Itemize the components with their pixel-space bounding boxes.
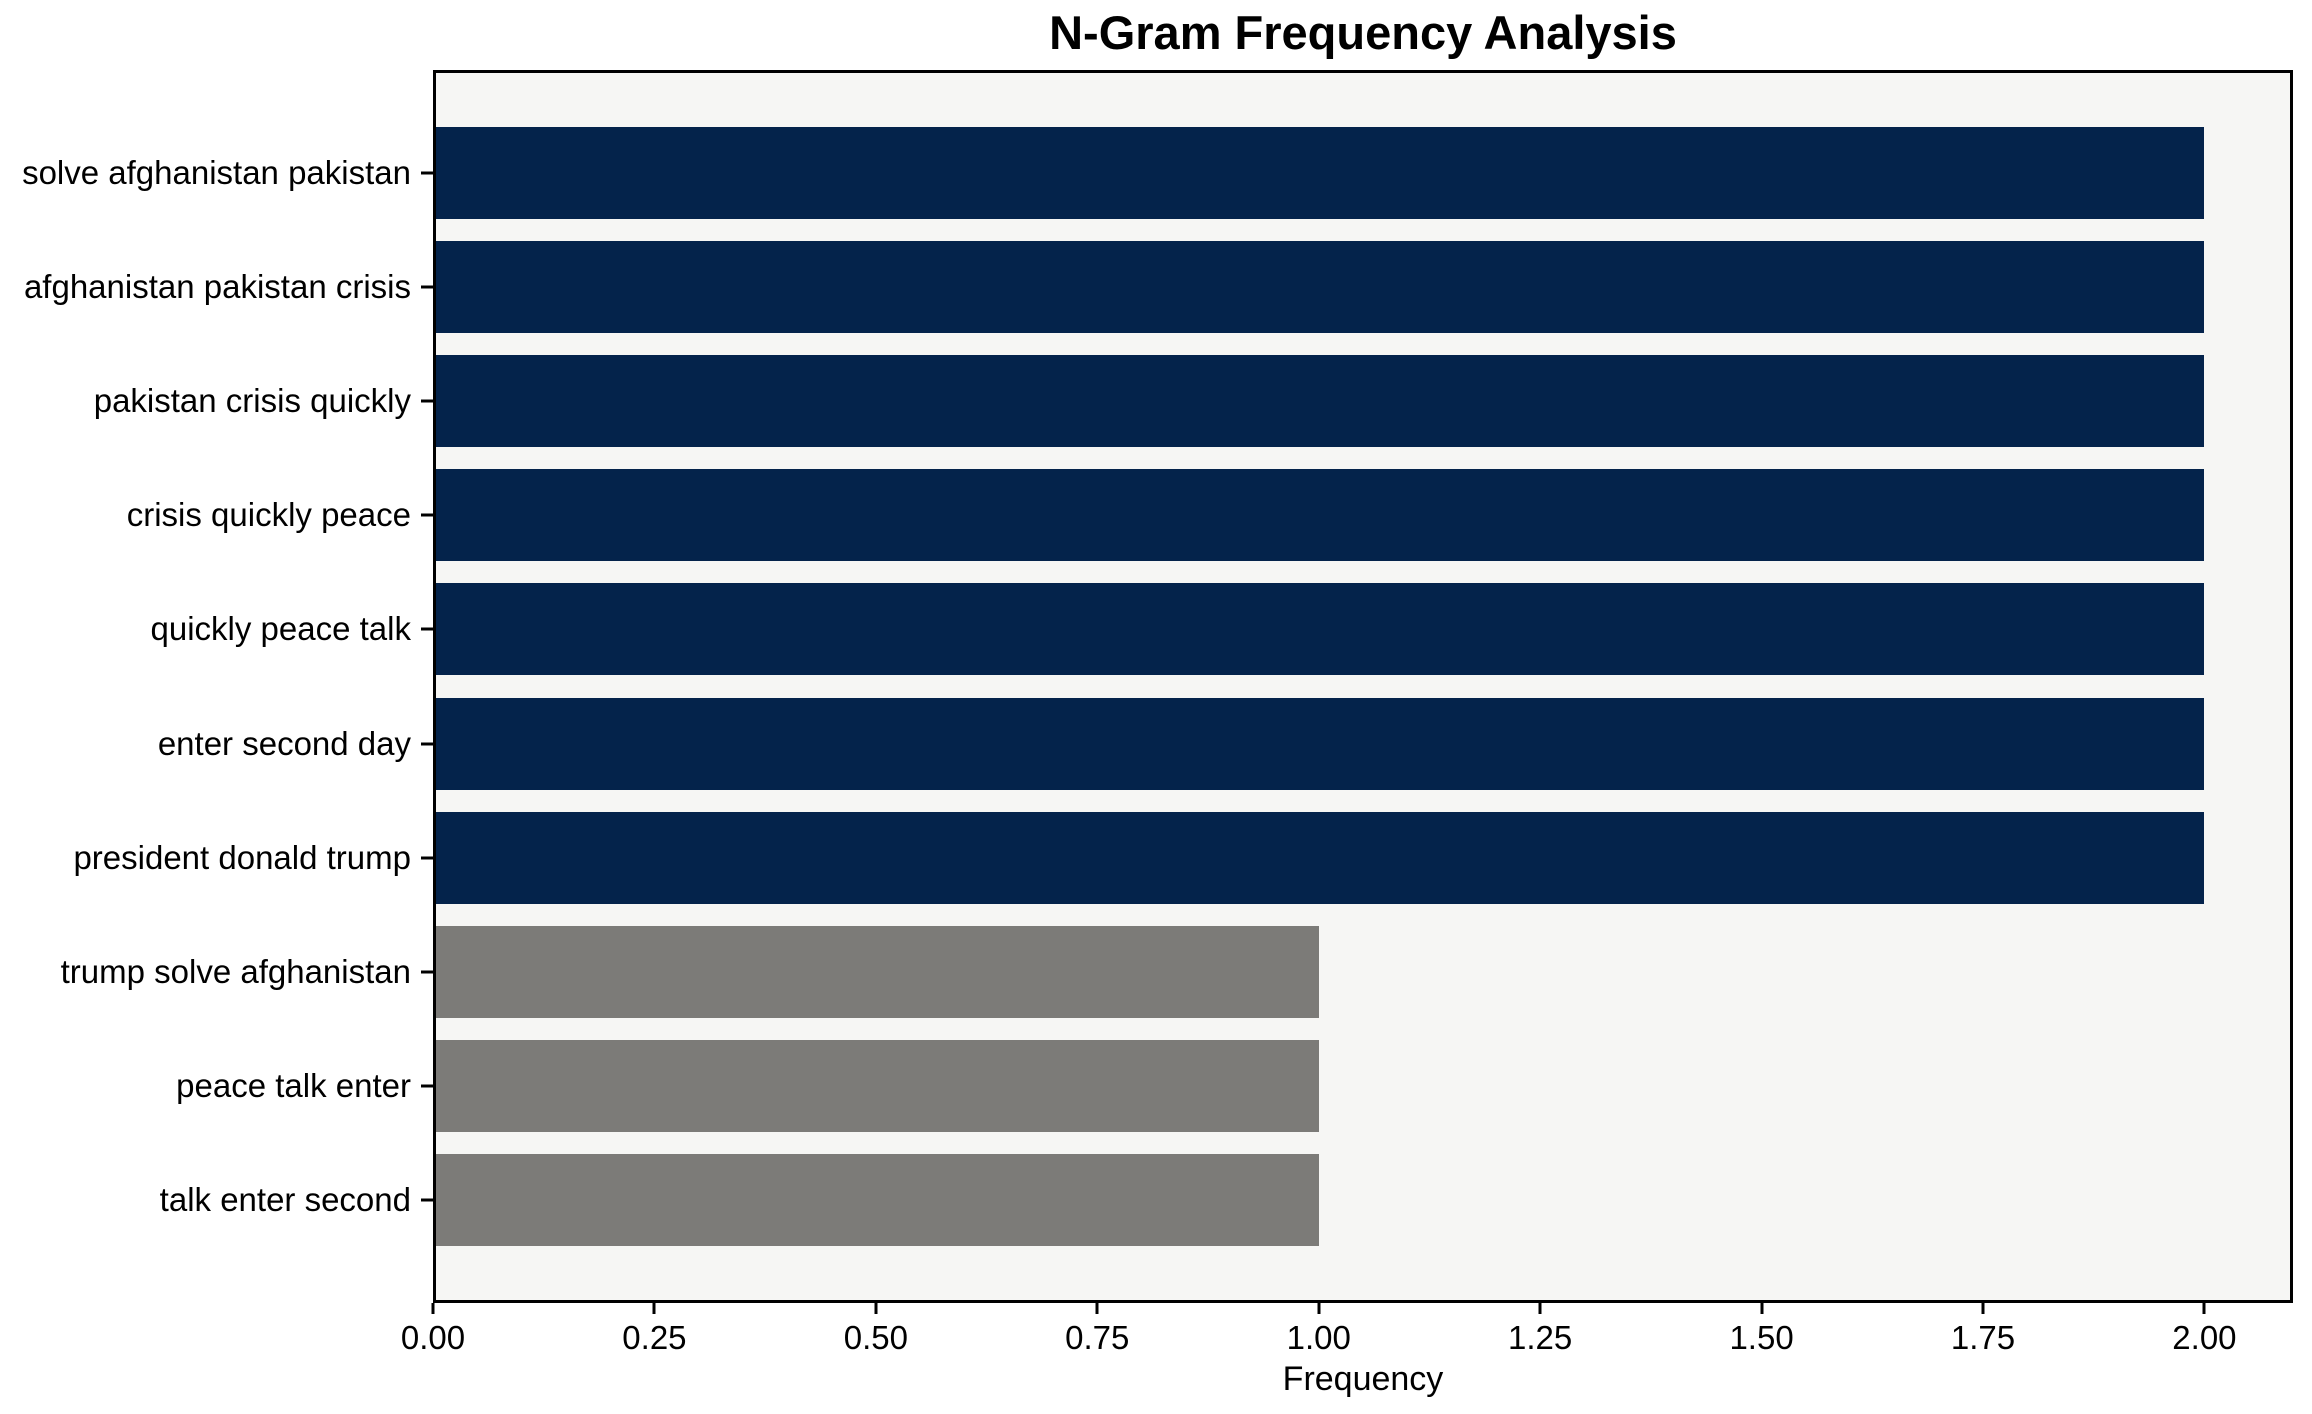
x-axis-tick-mark	[1760, 1303, 1764, 1314]
bar-track	[433, 572, 2293, 686]
bar-row: enter second day	[0, 686, 2293, 800]
bar-track	[433, 116, 2293, 230]
y-axis-label-cell: quickly peace talk	[0, 572, 433, 686]
bar-row: solve afghanistan pakistan	[0, 116, 2293, 230]
bar-track	[433, 915, 2293, 1029]
bar-track	[433, 686, 2293, 800]
x-axis-tick-mark	[652, 1303, 656, 1314]
x-axis-tick-label: 0.75	[1065, 1319, 1130, 1356]
x-axis-tick-mark	[1095, 1303, 1099, 1314]
y-axis-tick-mark	[421, 1198, 433, 1202]
y-axis-label: quickly peace talk	[150, 610, 411, 648]
bar-track	[433, 458, 2293, 572]
bar-row: trump solve afghanistan	[0, 915, 2293, 1029]
y-axis-tick-mark	[421, 285, 433, 289]
y-axis-tick-mark	[421, 627, 433, 631]
y-axis-label-cell: pakistan crisis quickly	[0, 344, 433, 458]
y-axis-label-cell: president donald trump	[0, 801, 433, 915]
y-axis-label: trump solve afghanistan	[60, 952, 411, 990]
x-axis: 0.00 0.25 0.50 0.75 1.00 1.25 1.50 1.75 2.00	[401, 1303, 2293, 1373]
bar	[433, 127, 2205, 220]
y-axis-label-cell: talk enter second	[0, 1143, 433, 1257]
x-axis-tick-mark	[1317, 1303, 1321, 1314]
y-axis-label-cell: peace talk enter	[0, 1029, 433, 1143]
bar-row: afghanistan pakistan crisis	[0, 230, 2293, 344]
x-axis-tick-label: 1.25	[1508, 1319, 1573, 1356]
bar	[433, 925, 1319, 1018]
x-axis-tick-label: 0.25	[622, 1319, 687, 1356]
y-axis-tick-mark	[421, 1084, 433, 1088]
x-axis-tick-mark	[1538, 1303, 1542, 1314]
bar-row: pakistan crisis quickly	[0, 344, 2293, 458]
bar	[433, 469, 2205, 562]
bar-track	[433, 1029, 2293, 1143]
bar-track	[433, 801, 2293, 915]
y-axis-label: afghanistan pakistan crisis	[23, 268, 411, 306]
x-axis-tick-label: 1.00	[1286, 1319, 1351, 1356]
y-axis-label: pakistan crisis quickly	[93, 382, 411, 420]
y-axis-tick-mark	[421, 399, 433, 403]
y-axis-label-cell: enter second day	[0, 686, 433, 800]
y-axis-tick-mark	[421, 856, 433, 860]
x-axis-tick-mark	[431, 1303, 435, 1314]
bar-row: talk enter second	[0, 1143, 2293, 1257]
bar	[433, 241, 2205, 334]
bar	[433, 1039, 1319, 1132]
y-axis-label-cell: afghanistan pakistan crisis	[0, 230, 433, 344]
y-axis-tick-mark	[421, 970, 433, 974]
y-axis-tick-mark	[421, 742, 433, 746]
y-axis-tick-mark	[421, 171, 433, 175]
y-axis-label: solve afghanistan pakistan	[22, 154, 411, 192]
bar-track	[433, 344, 2293, 458]
x-axis-tick-mark	[1981, 1303, 1985, 1314]
bar	[433, 583, 2205, 676]
y-axis-label-cell: trump solve afghanistan	[0, 915, 433, 1029]
bar	[433, 811, 2205, 904]
bar-row: crisis quickly peace	[0, 458, 2293, 572]
bar-row: peace talk enter	[0, 1029, 2293, 1143]
bar-track	[433, 1143, 2293, 1257]
x-axis-tick-label: 0.00	[400, 1319, 466, 1356]
y-axis-label: crisis quickly peace	[126, 496, 411, 534]
bar	[433, 355, 2205, 448]
x-axis-label: Frequency	[1282, 1360, 1444, 1398]
x-axis-tick-mark	[2202, 1303, 2206, 1314]
bar-row: quickly peace talk	[0, 572, 2293, 686]
bar-row: president donald trump	[0, 801, 2293, 915]
bar	[433, 697, 2205, 790]
y-axis-label: peace talk enter	[176, 1066, 411, 1104]
y-axis-label-cell: solve afghanistan pakistan	[0, 116, 433, 230]
x-axis-tick-label: 0.50	[843, 1319, 908, 1356]
y-axis-label: president donald trump	[73, 838, 411, 876]
bar-rows-container: solve afghanistan pakistan afghanistan pa…	[0, 70, 2293, 1303]
bar-track	[433, 230, 2293, 344]
x-axis-tick-mark	[874, 1303, 878, 1314]
y-axis-label: talk enter second	[159, 1180, 411, 1218]
y-axis-label-cell: crisis quickly peace	[0, 458, 433, 572]
x-axis-tick-label: 1.50	[1729, 1319, 1794, 1356]
x-axis-tick-label: 2.00	[2172, 1319, 2237, 1356]
y-axis-tick-mark	[421, 513, 433, 517]
y-axis-label: enter second day	[157, 724, 411, 762]
bar	[433, 1153, 1319, 1246]
x-axis-tick-label: 1.75	[1950, 1319, 2016, 1356]
chart-title: N-Gram Frequency Analysis	[1049, 6, 1677, 59]
